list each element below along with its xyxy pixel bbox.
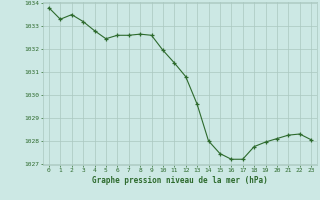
- X-axis label: Graphe pression niveau de la mer (hPa): Graphe pression niveau de la mer (hPa): [92, 176, 268, 185]
